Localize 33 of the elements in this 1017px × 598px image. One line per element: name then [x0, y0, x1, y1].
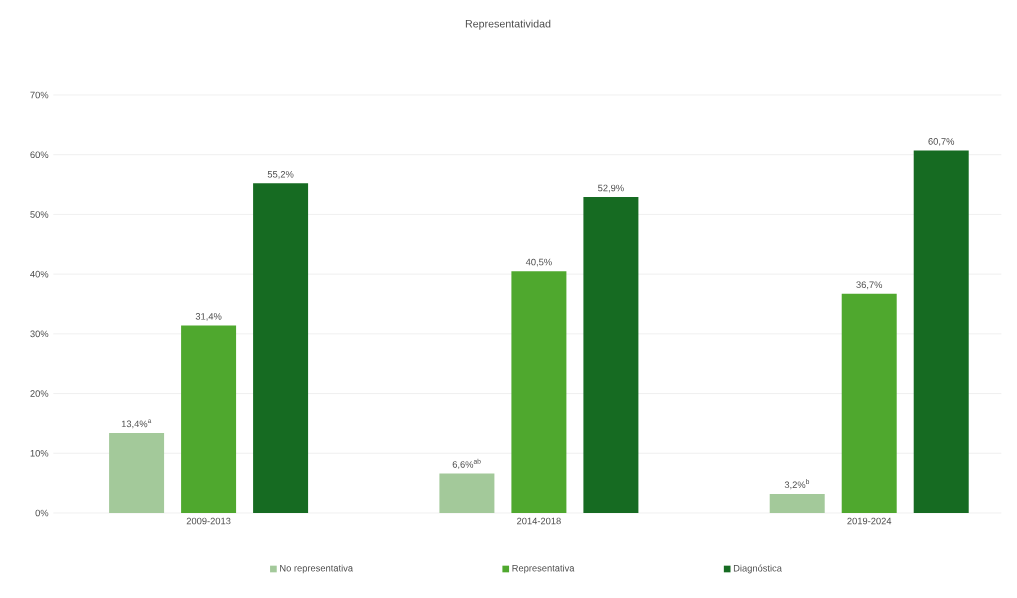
bar	[583, 197, 639, 513]
x-tick-label: 2009-2013	[186, 517, 231, 525]
bar	[253, 183, 309, 513]
x-tick-label: 2014-2018	[517, 517, 561, 525]
bar	[181, 325, 237, 513]
bar	[769, 493, 825, 513]
data-label: 13,4%$^{a}$	[121, 419, 152, 429]
y-tick-label: 40%	[30, 270, 49, 278]
data-label: 52,9%	[598, 184, 624, 193]
data-label: 55,2%	[267, 170, 294, 179]
data-label: 60,7%	[928, 138, 955, 146]
y-tick-label: 50%	[30, 211, 49, 218]
data-label: 31,4%	[195, 313, 222, 321]
bar	[841, 293, 897, 513]
data-label: 3,2%$^{b}$	[784, 479, 810, 490]
legend-label: Diagnóstica	[733, 564, 782, 574]
data-label: 40,5%	[525, 258, 552, 267]
y-tick-label: 30%	[30, 330, 49, 338]
data-label: 6,6%$^{ab}$	[452, 458, 481, 469]
legend-label: No representativa	[280, 564, 354, 574]
bar	[109, 432, 165, 513]
y-tick-label: 10%	[30, 449, 49, 457]
y-tick-label: 60%	[30, 151, 49, 159]
y-tick-label: 70%	[30, 91, 49, 99]
x-tick-label: 2019-2024	[847, 517, 892, 525]
bar	[913, 150, 969, 513]
chart-title: Representatividad	[465, 19, 551, 30]
bar	[439, 473, 495, 513]
legend-label: Representativa	[512, 564, 575, 574]
bar	[511, 271, 567, 513]
y-tick-label: 20%	[30, 390, 49, 397]
y-tick-label: 0%	[35, 509, 49, 517]
data-label: 36,7%	[856, 281, 883, 290]
